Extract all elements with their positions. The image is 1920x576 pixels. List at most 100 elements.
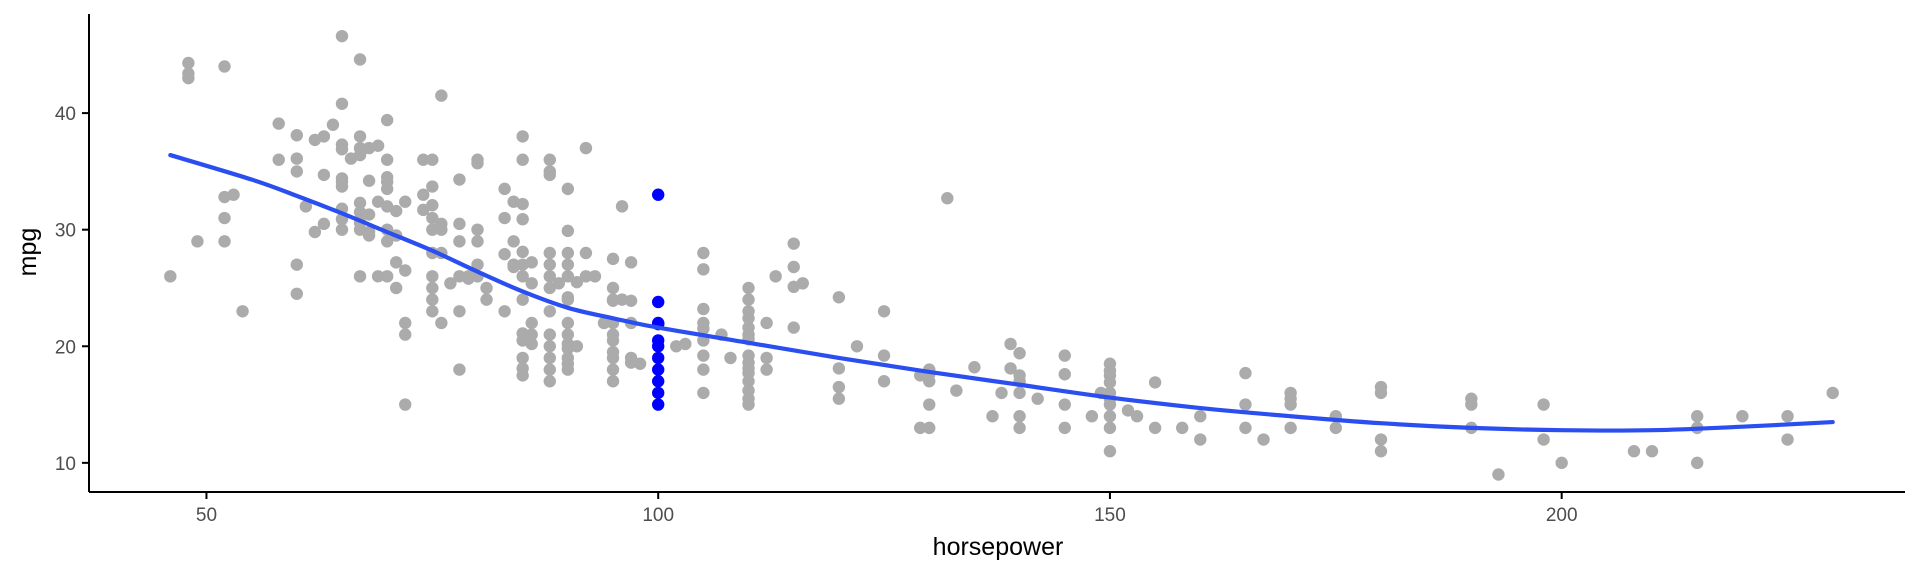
- data-point-107: [498, 182, 511, 196]
- data-point-202: [742, 312, 755, 325]
- data-point-226: [832, 392, 846, 405]
- data-point-219: [787, 260, 800, 274]
- data-point-142: [543, 153, 556, 166]
- data-point-176: [606, 363, 620, 376]
- y-axis-title: mpg: [14, 228, 42, 277]
- data-point-237: [923, 421, 936, 435]
- data-point-153: [561, 316, 575, 330]
- data-point-94: [453, 305, 466, 318]
- data-point-70: [399, 398, 412, 411]
- data-point-297: [1645, 445, 1659, 458]
- data-point-77: [426, 211, 439, 225]
- data-point-115: [516, 153, 529, 166]
- x-tick-label-200: 200: [1546, 505, 1578, 526]
- data-point-136: [543, 305, 556, 318]
- data-point-281: [1284, 398, 1297, 411]
- data-point-104: [480, 281, 493, 295]
- data-point-63: [389, 256, 403, 269]
- data-point-242: [995, 386, 1008, 400]
- data-point-295: [1555, 456, 1568, 470]
- data-point-14: [290, 152, 303, 165]
- data-point-117: [516, 212, 529, 226]
- axes-layer: 50 100 150 200 10 20 30 40: [55, 14, 1905, 526]
- data-point-31: [335, 180, 349, 193]
- x-tick-label-50: 50: [196, 505, 217, 526]
- data-point-270: [1148, 376, 1162, 389]
- data-point-240: [968, 361, 981, 374]
- data-point-303: [1781, 433, 1794, 446]
- data-point-187: [679, 337, 692, 351]
- data-point-16: [290, 258, 303, 271]
- data-point-222: [796, 277, 809, 290]
- data-point-199: [742, 281, 755, 295]
- data-point-50: [371, 139, 385, 152]
- data-point-149: [561, 258, 575, 271]
- data-point-251: [1031, 392, 1044, 405]
- data-point-249: [1013, 410, 1026, 423]
- data-point-162: [579, 141, 593, 155]
- data-point-290: [1465, 398, 1478, 411]
- data-point-195: [697, 363, 710, 376]
- data-point-148: [561, 246, 575, 260]
- data-point-252: [1058, 349, 1071, 362]
- data-point-11: [272, 117, 285, 130]
- data-point-20: [308, 225, 322, 239]
- data-point-167: [606, 252, 620, 266]
- data-point-82: [426, 293, 439, 306]
- data-point-92: [453, 235, 466, 248]
- data-point-235: [923, 375, 936, 388]
- data-point-114: [516, 130, 529, 143]
- data-point-130: [525, 337, 538, 351]
- data-point-200: [742, 293, 755, 306]
- data-point-276: [1239, 398, 1252, 411]
- data-point-46: [362, 174, 376, 187]
- data-point-84: [435, 89, 448, 102]
- data-point-159: [561, 363, 575, 376]
- data-point-72: [417, 188, 430, 201]
- data-point-214: [760, 316, 773, 330]
- data-point-213: [742, 398, 755, 411]
- data-point-284: [1329, 421, 1343, 435]
- data-point-80: [426, 270, 439, 283]
- data-point-190: [697, 302, 710, 316]
- data-point-198: [724, 351, 737, 365]
- data-point-266: [1103, 421, 1117, 435]
- data-point-137: [543, 328, 556, 341]
- data-point-271: [1148, 421, 1162, 435]
- data-point-175: [606, 351, 620, 365]
- data-point-67: [399, 264, 412, 277]
- data-point-18: [299, 200, 313, 213]
- data-point-238: [941, 192, 954, 205]
- data-point-230: [877, 375, 891, 388]
- data-point-64: [389, 281, 403, 295]
- data-point-239: [950, 384, 963, 397]
- data-point-144: [543, 168, 556, 182]
- data-point-229: [877, 349, 891, 362]
- data-point-75: [426, 180, 439, 193]
- data-point-126: [516, 369, 529, 382]
- data-point-274: [1194, 433, 1207, 446]
- data-point-9: [227, 188, 240, 201]
- data-point-304: [1826, 386, 1839, 400]
- data-point-164: [579, 270, 593, 283]
- highlight-point-10: [651, 398, 665, 411]
- data-point-184: [624, 356, 638, 369]
- data-point-273: [1194, 410, 1207, 423]
- data-point-3: [182, 56, 195, 70]
- data-point-71: [417, 153, 430, 166]
- data-point-298: [1691, 410, 1704, 423]
- data-point-254: [1058, 398, 1071, 411]
- data-point-179: [615, 293, 629, 306]
- data-point-185: [633, 357, 647, 370]
- data-point-194: [697, 349, 710, 362]
- data-point-228: [877, 305, 891, 318]
- data-point-28: [335, 143, 349, 156]
- data-point-21: [317, 130, 331, 143]
- data-point-300: [1691, 456, 1704, 470]
- data-point-147: [561, 224, 575, 238]
- data-point-49: [362, 229, 376, 242]
- data-point-133: [543, 258, 556, 271]
- data-point-61: [380, 270, 394, 283]
- data-point-13: [290, 129, 303, 142]
- data-point-286: [1374, 386, 1388, 400]
